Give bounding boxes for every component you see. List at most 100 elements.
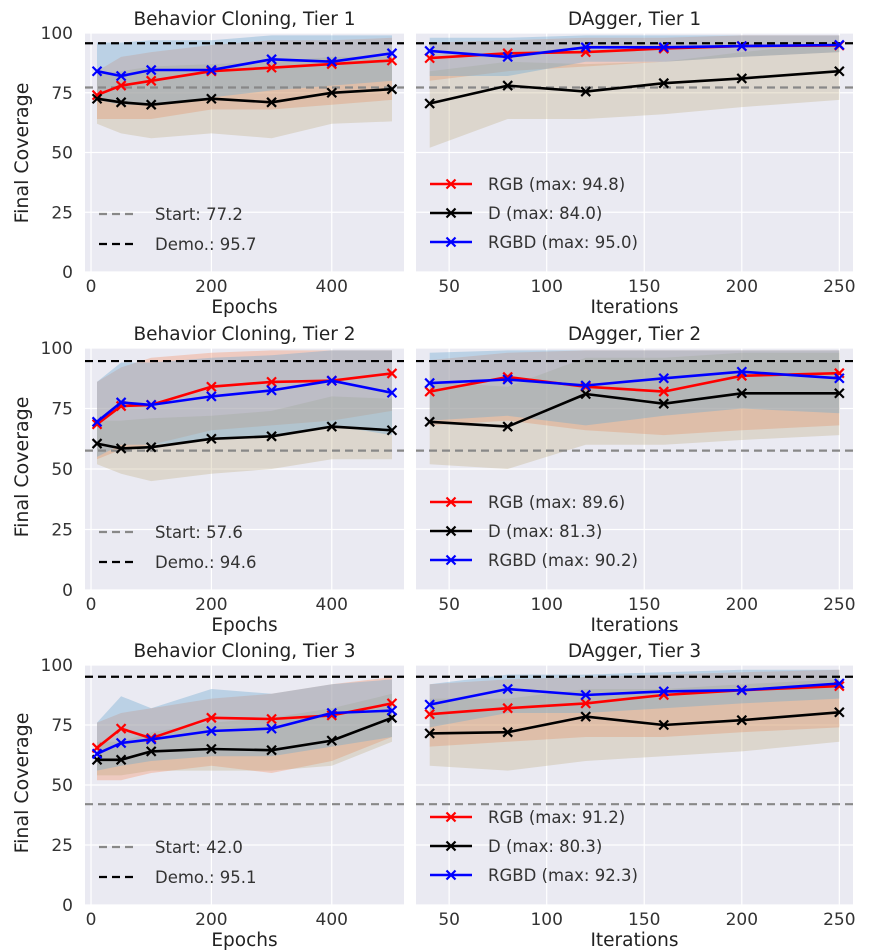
data-point-rgbd: [834, 678, 845, 689]
data-point-rgbd: [736, 684, 748, 696]
data-point-rgbd: [266, 54, 277, 65]
y-tick-label: 75: [51, 716, 73, 736]
data-point-rgb: [145, 75, 157, 87]
x-tick-label: 50: [438, 595, 460, 615]
data-point-rgbd: [326, 707, 338, 719]
x-tick-label: 400: [316, 277, 348, 297]
data-point-d: [206, 433, 217, 445]
data-point-rgbd: [326, 375, 338, 386]
legend-demo-label: Demo.: 95.7: [155, 235, 257, 254]
data-point-rgbd: [658, 372, 670, 384]
y-tick-label: 25: [51, 203, 73, 223]
x-tick-label: 0: [86, 595, 97, 615]
data-point-rgb: [206, 381, 217, 392]
y-tick-label: 75: [51, 400, 73, 420]
legend-demo-label: Demo.: 95.1: [155, 868, 257, 887]
band-rgb: [97, 350, 392, 460]
y-tick-label: 50: [51, 460, 73, 480]
legend-start-label: Start: 77.2: [155, 205, 243, 224]
legend-marker-rgbd: [445, 236, 457, 248]
data-point-rgbd: [145, 399, 157, 411]
data-point-d: [658, 398, 670, 409]
y-tick-label: 25: [51, 836, 73, 856]
data-point-d: [502, 726, 513, 738]
data-point-d: [502, 421, 513, 432]
band-rgbd: [97, 679, 392, 771]
band-rgbd: [97, 350, 392, 457]
x-tick-label: 200: [726, 595, 758, 615]
data-point-rgbd: [91, 416, 103, 428]
series-line-d: [429, 711, 840, 735]
legend-reference-lines: Start: 42.0 Demo.: 95.1: [99, 838, 257, 887]
legend-marker-d: [445, 840, 457, 852]
y-tick-label: 0: [62, 896, 73, 916]
data-point-d: [91, 438, 103, 449]
chart-title: Behavior Cloning, Tier 3: [133, 641, 355, 662]
legend-label-rgb: RGB (max: 89.6): [488, 493, 625, 512]
data-point-rgb: [424, 708, 435, 720]
legend-label-d: D (max: 84.0): [488, 204, 602, 223]
data-point-rgb: [266, 62, 277, 73]
legend-series: RGB (max: 91.2) D (max: 80.3) RGBD (max: 9…: [430, 808, 638, 885]
data-point-rgbd: [386, 48, 398, 59]
x-tick-label: 50: [438, 277, 460, 297]
x-tick-label: 400: [316, 910, 348, 930]
data-point-d: [580, 388, 592, 400]
data-point-rgbd: [736, 366, 748, 377]
x-tick-label: 250: [823, 595, 855, 615]
subplot-2: DAgger, Tier 1 50 100 150 200 250 Iterations RG…: [416, 9, 856, 318]
data-point-rgbd: [266, 385, 277, 396]
chart-title: Behavior Cloning, Tier 1: [133, 9, 355, 30]
x-tick-label: 200: [726, 910, 758, 930]
legend-label-rgb: RGB (max: 94.8): [488, 175, 625, 194]
x-tick-label: 0: [86, 277, 97, 297]
data-point-d: [115, 443, 127, 454]
data-point-d: [580, 711, 592, 722]
legend-series: RGB (max: 94.8) D (max: 84.0) RGBD (max: 9…: [430, 175, 638, 252]
x-tick-label: 200: [195, 910, 227, 930]
x-tick-label: 100: [530, 910, 562, 930]
y-tick-label: 50: [51, 776, 73, 796]
data-point-d: [115, 97, 127, 108]
chart-title: DAgger, Tier 3: [568, 641, 701, 662]
x-tick-label: 200: [195, 277, 227, 297]
data-point-rgbd: [834, 372, 845, 384]
legend-reference-lines: Start: 57.6 Demo.: 94.6: [99, 523, 257, 572]
x-axis-label: Iterations: [590, 615, 678, 636]
data-point-d: [206, 93, 217, 105]
data-point-rgbd: [502, 683, 513, 695]
data-point-rgb: [386, 368, 398, 379]
data-point-d: [266, 97, 277, 108]
x-tick-label: 50: [438, 910, 460, 930]
subplot-1: Behavior Cloning, Tier 1 0 200 400 0 25 50 75 10…: [11, 9, 404, 318]
y-axis-label: Final Coverage: [11, 713, 33, 854]
x-tick-label: 200: [195, 595, 227, 615]
data-point-d: [736, 73, 748, 84]
legend-label-rgbd: RGBD (max: 90.2): [488, 551, 638, 570]
x-tick-label: 150: [628, 910, 660, 930]
data-point-d: [580, 86, 592, 97]
data-point-rgbd: [386, 387, 398, 399]
data-point-d: [834, 707, 845, 718]
data-point-d: [145, 441, 157, 453]
data-point-rgbd: [91, 65, 103, 77]
data-point-d: [736, 714, 748, 726]
x-axis-label: Epochs: [211, 930, 277, 951]
series-line-rgbd: [429, 682, 840, 706]
data-point-rgbd: [386, 705, 398, 716]
legend-marker-rgbd: [445, 869, 457, 881]
y-tick-label: 0: [62, 263, 73, 283]
subplot-3: Behavior Cloning, Tier 2 0 200 400 0 25 50 75 10…: [11, 324, 404, 636]
data-point-d: [145, 746, 157, 757]
x-axis-label: Epochs: [211, 297, 277, 318]
y-tick-label: 50: [51, 144, 73, 164]
data-point-d: [326, 421, 338, 432]
x-tick-label: 250: [823, 910, 855, 930]
legend-marker-rgbd: [445, 554, 457, 566]
legend-reference-lines: Start: 77.2 Demo.: 95.7: [99, 205, 257, 254]
y-tick-label: 0: [62, 581, 73, 601]
x-axis-label: Epochs: [211, 615, 277, 636]
data-point-d: [91, 93, 103, 105]
data-point-d: [326, 87, 338, 99]
data-point-rgbd: [580, 380, 592, 391]
